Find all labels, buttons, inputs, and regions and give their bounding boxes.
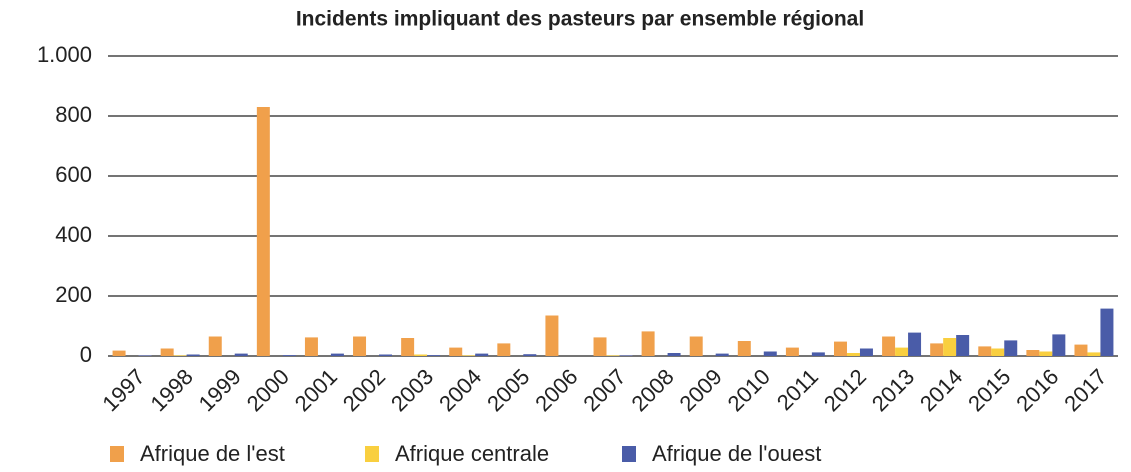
bar [304,337,318,356]
legend-swatch [365,446,379,462]
y-tick-label: 400 [55,222,92,247]
bar [593,337,607,356]
bar [138,355,152,356]
x-tick-label: 2012 [819,364,871,416]
bar [908,332,922,356]
x-tick-label: 2014 [915,364,967,416]
bar [160,348,174,356]
bar [833,341,847,356]
y-tick-label: 800 [55,102,92,127]
x-tick-label: 2007 [578,364,630,416]
x-tick-label: 2006 [530,364,582,416]
bar [1074,344,1088,356]
y-tick-label: 600 [55,162,92,187]
bar [427,355,441,356]
bar [606,355,620,356]
x-tick-label: 2010 [723,364,775,416]
bar [234,353,248,356]
x-tick-label: 2003 [386,364,438,416]
bar [353,336,367,356]
bar [619,355,633,356]
bar [379,354,393,356]
x-tick-label: 2015 [963,364,1015,416]
bar [895,347,909,356]
x-tick-label: 2008 [626,364,678,416]
bar [859,348,873,356]
bar [414,354,428,356]
bar [330,353,344,356]
bar [943,338,957,356]
chart-title: Incidents impliquant des pasteurs par en… [296,8,864,31]
x-tick-label: 1999 [194,364,246,416]
y-tick-label: 1.000 [37,42,92,67]
bar [462,355,476,356]
bar [882,336,896,356]
bar [523,354,537,356]
bar [1100,308,1114,356]
bar [846,353,860,356]
bar [956,335,970,356]
bar [186,354,200,356]
bar [978,346,992,356]
legend-label: Afrique de l'ouest [652,441,821,466]
bar [401,338,415,356]
bar [737,341,751,356]
bar [1052,334,1066,356]
bar [930,343,944,356]
x-tick-label: 2001 [290,364,342,416]
bar [173,355,187,356]
legend-label: Afrique centrale [395,441,549,466]
y-tick-label: 0 [80,342,92,367]
x-tick-label: 2016 [1011,364,1063,416]
y-tick-label: 200 [55,282,92,307]
bar [667,353,681,356]
x-tick-label: 2017 [1059,364,1111,416]
x-tick-label: 2013 [867,364,919,416]
x-tick-label: 2011 [772,364,823,415]
bar [112,350,126,356]
bar [811,352,825,356]
bar [689,336,703,356]
x-tick-label: 2009 [675,364,727,416]
x-tick-label: 2004 [434,364,486,416]
bar [208,336,222,356]
bar [1039,351,1053,356]
x-tick-label: 2000 [242,364,294,416]
bar [475,353,489,356]
bar [641,331,655,356]
bar [545,315,559,356]
x-tick-label: 2005 [482,364,534,416]
x-tick-label: 1997 [97,364,149,416]
bar [282,355,296,356]
bar [1087,352,1101,356]
bar [256,107,270,356]
legend-label: Afrique de l'est [140,441,285,466]
x-tick-label: 2002 [338,364,390,416]
bar [785,347,799,356]
bar [497,343,511,356]
bar [1026,350,1040,356]
legend-swatch [110,446,124,462]
bar [763,351,777,356]
bar [715,353,729,356]
x-tick-label: 1998 [145,364,197,416]
legend-swatch [622,446,636,462]
bar [991,348,1005,356]
bar [1004,340,1018,356]
bar [449,347,463,356]
